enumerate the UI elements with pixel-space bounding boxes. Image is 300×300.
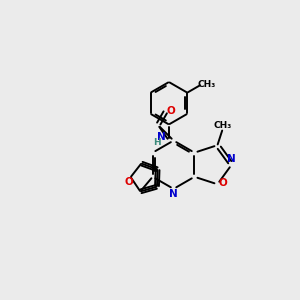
Text: O: O <box>125 177 134 188</box>
Text: CH₃: CH₃ <box>213 121 232 130</box>
Text: N: N <box>227 154 236 164</box>
Text: H: H <box>153 139 160 148</box>
Text: O: O <box>167 106 176 116</box>
Text: O: O <box>218 178 227 188</box>
Text: CH₃: CH₃ <box>198 80 216 89</box>
Text: N: N <box>157 132 166 142</box>
Text: N: N <box>169 189 178 199</box>
